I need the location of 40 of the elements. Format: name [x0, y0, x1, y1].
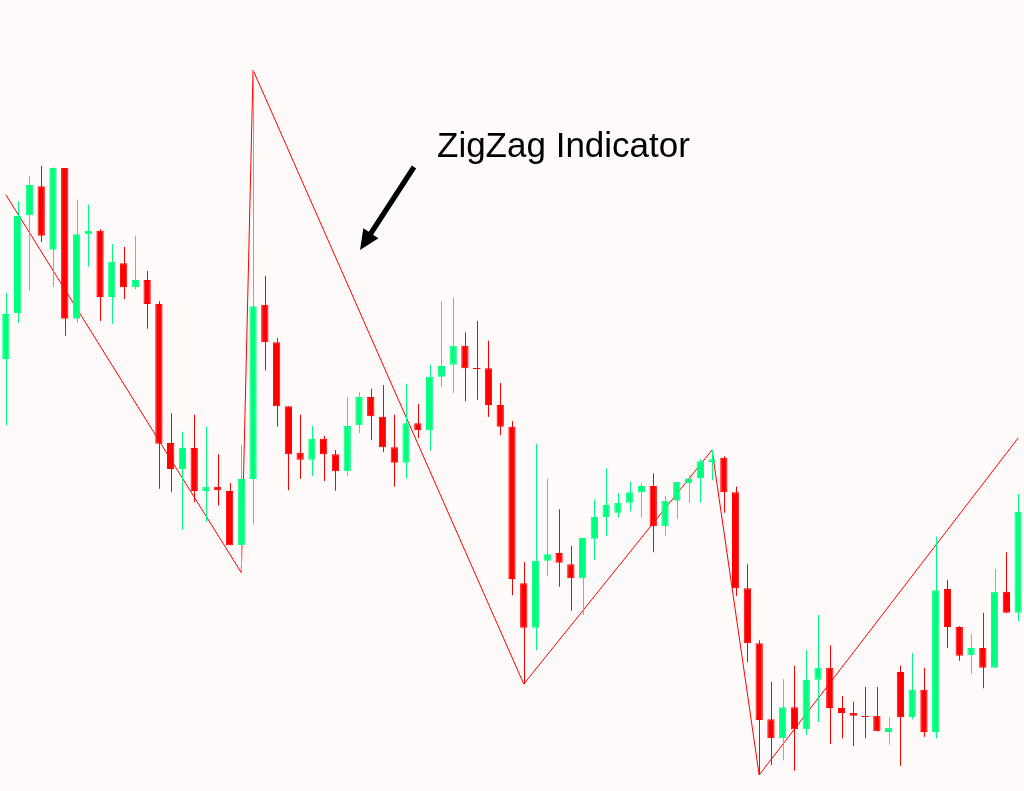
candlestick [143, 270, 151, 330]
candlestick [178, 431, 187, 531]
candlestick [837, 695, 846, 739]
candlestick [790, 665, 799, 772]
candlestick [555, 508, 563, 588]
candlestick [979, 612, 987, 689]
candlestick [331, 449, 340, 492]
candlestick [626, 481, 634, 512]
candlestick [567, 545, 575, 612]
candlestick [814, 614, 822, 723]
candlestick [131, 235, 140, 290]
candlestick [967, 633, 975, 675]
candlestick [437, 300, 446, 388]
candlestick [414, 403, 422, 439]
candlestick [873, 686, 881, 732]
candlestick [696, 458, 704, 503]
candlestick [1002, 551, 1010, 614]
candlestick [684, 474, 693, 504]
candlestick [614, 492, 622, 519]
candlestick [543, 478, 551, 577]
candlestick [661, 495, 669, 537]
candlestick [367, 388, 375, 441]
candlestick [449, 297, 457, 394]
candlestick [390, 414, 398, 488]
candlestick [849, 701, 857, 747]
candlestick [472, 320, 481, 401]
candlestick [496, 382, 504, 436]
candlestick [119, 246, 128, 300]
annotation: ZigZag Indicator [437, 125, 691, 164]
candlestick [767, 681, 775, 766]
candlestick [461, 331, 469, 402]
candlestick [590, 498, 599, 561]
candlestick [602, 467, 610, 537]
candlestick [673, 481, 681, 520]
candlestick [202, 426, 210, 523]
candlestick [308, 425, 316, 477]
candlestick [296, 414, 304, 480]
candlestick [860, 686, 870, 739]
candlestick [708, 449, 716, 481]
candlestick [320, 435, 328, 482]
